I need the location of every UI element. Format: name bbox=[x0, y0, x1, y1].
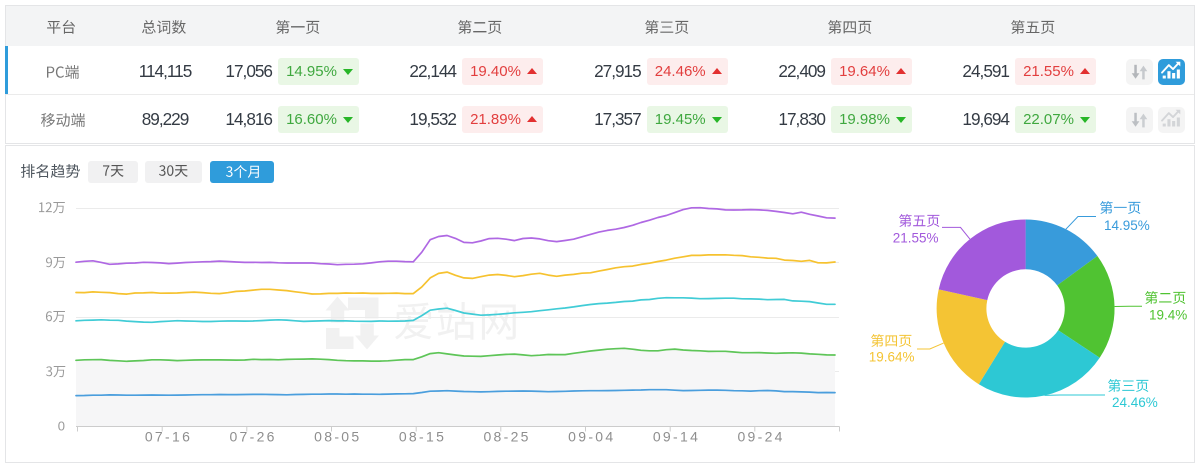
svg-text:08-15: 08-15 bbox=[399, 429, 446, 445]
svg-text:07-26: 07-26 bbox=[229, 429, 276, 445]
svg-text:08-05: 08-05 bbox=[314, 429, 361, 445]
svg-text:24.46%: 24.46% bbox=[1112, 395, 1158, 410]
svg-text:19.4%: 19.4% bbox=[1149, 308, 1187, 323]
svg-text:19.64%: 19.64% bbox=[869, 350, 915, 365]
svg-text:09-24: 09-24 bbox=[737, 429, 784, 445]
svg-text:09-14: 09-14 bbox=[653, 429, 700, 445]
svg-text:14.95%: 14.95% bbox=[1104, 218, 1150, 233]
svg-text:0: 0 bbox=[58, 419, 65, 434]
svg-text:21.55%: 21.55% bbox=[893, 231, 939, 246]
svg-text:09-04: 09-04 bbox=[568, 429, 615, 445]
svg-text:08-25: 08-25 bbox=[483, 429, 530, 445]
svg-text:07-16: 07-16 bbox=[145, 429, 192, 445]
